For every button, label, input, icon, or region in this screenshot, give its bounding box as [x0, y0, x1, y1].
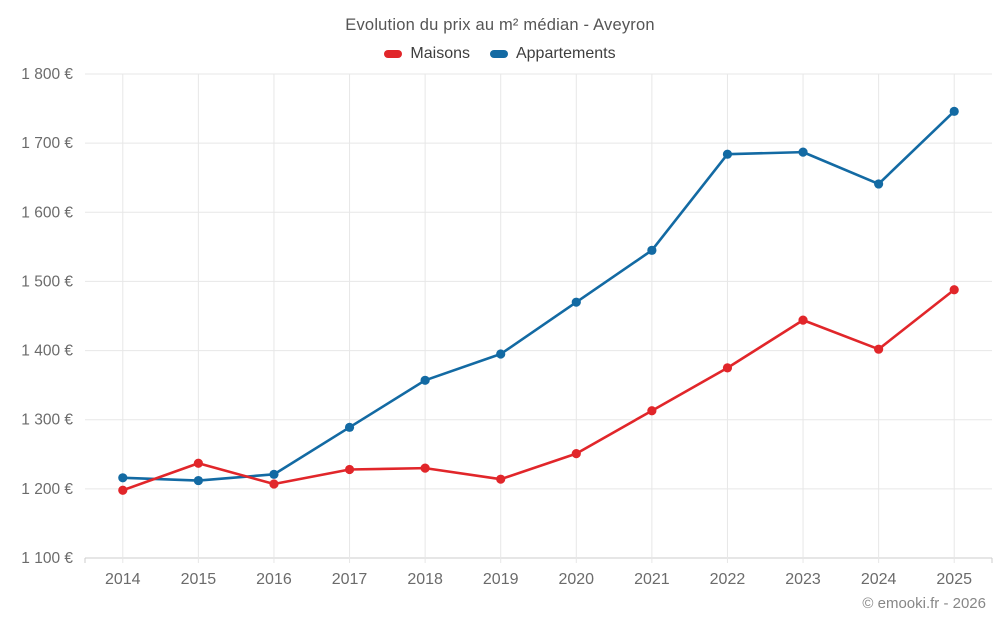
- data-point-appartements-2017[interactable]: [344, 422, 355, 432]
- x-axis-tick-label: 2021: [634, 571, 670, 588]
- data-point-maisons-2025[interactable]: [949, 285, 959, 295]
- x-axis-tick-label: 2022: [710, 571, 746, 588]
- appartements-color-swatch-icon: [489, 50, 508, 58]
- data-point-maisons-2017[interactable]: [344, 464, 355, 475]
- series-line-appartements: [121, 110, 956, 482]
- y-axis-tick-label: 1 700 €: [21, 135, 73, 152]
- data-point-appartements-2018[interactable]: [420, 375, 430, 385]
- x-axis-tick-label: 2015: [181, 571, 217, 588]
- chart-title: Evolution du prix au m² médian - Aveyron: [345, 16, 655, 34]
- legend-item-maisons[interactable]: Maisons: [384, 45, 470, 63]
- data-point-appartements-2016[interactable]: [269, 469, 279, 479]
- data-point-appartements-2022[interactable]: [722, 149, 733, 159]
- data-point-maisons-2021[interactable]: [647, 406, 657, 416]
- y-axis-tick-label: 1 600 €: [21, 204, 73, 221]
- data-point-appartements-2024[interactable]: [874, 179, 884, 189]
- x-axis-tick-label: 2024: [861, 571, 897, 588]
- data-point-appartements-2014[interactable]: [118, 473, 128, 483]
- data-point-maisons-2015[interactable]: [193, 458, 203, 468]
- x-axis-tick-label: 2014: [105, 571, 141, 588]
- x-axis-tick-label: 2018: [407, 571, 443, 588]
- legend-label-maisons: Maisons: [410, 45, 470, 62]
- x-axis-tick-label: 2020: [558, 571, 594, 588]
- data-point-maisons-2019[interactable]: [496, 474, 506, 484]
- legend-label-appartements: Appartements: [515, 45, 616, 62]
- x-axis-tick-label: 2019: [483, 571, 519, 588]
- legend-item-appartements[interactable]: Appartements: [489, 45, 616, 63]
- x-axis-tick-label: 2025: [936, 571, 972, 588]
- data-point-maisons-2022[interactable]: [722, 363, 733, 373]
- data-point-maisons-2016[interactable]: [269, 479, 279, 489]
- y-axis-tick-label: 1 500 €: [21, 273, 73, 290]
- data-point-appartements-2015[interactable]: [193, 475, 203, 486]
- data-point-appartements-2023[interactable]: [798, 147, 808, 157]
- y-axis-tick-label: 1 800 €: [21, 66, 73, 83]
- y-axis-tick-label: 1 100 €: [21, 550, 73, 567]
- x-axis-tick-label: 2016: [256, 571, 292, 588]
- copyright-credit: © emooki.fr - 2026: [862, 595, 986, 612]
- legend: Maisons Appartements: [0, 45, 1000, 63]
- data-point-maisons-2020[interactable]: [571, 448, 581, 459]
- y-axis-tick-label: 1 200 €: [21, 481, 73, 498]
- data-point-appartements-2019[interactable]: [496, 349, 506, 359]
- series-line-maisons: [121, 288, 956, 492]
- data-point-maisons-2014[interactable]: [118, 485, 128, 495]
- data-point-appartements-2025[interactable]: [949, 106, 959, 116]
- data-point-maisons-2018[interactable]: [420, 463, 430, 473]
- data-point-appartements-2020[interactable]: [571, 297, 581, 307]
- data-point-maisons-2023[interactable]: [798, 315, 808, 325]
- x-axis-tick-label: 2017: [332, 571, 368, 588]
- maisons-color-swatch-icon: [384, 50, 403, 58]
- data-point-appartements-2021[interactable]: [647, 245, 657, 255]
- y-axis-tick-label: 1 300 €: [21, 412, 73, 429]
- data-point-maisons-2024[interactable]: [874, 344, 884, 354]
- y-axis-tick-label: 1 400 €: [21, 343, 73, 360]
- x-axis-tick-label: 2023: [785, 571, 821, 588]
